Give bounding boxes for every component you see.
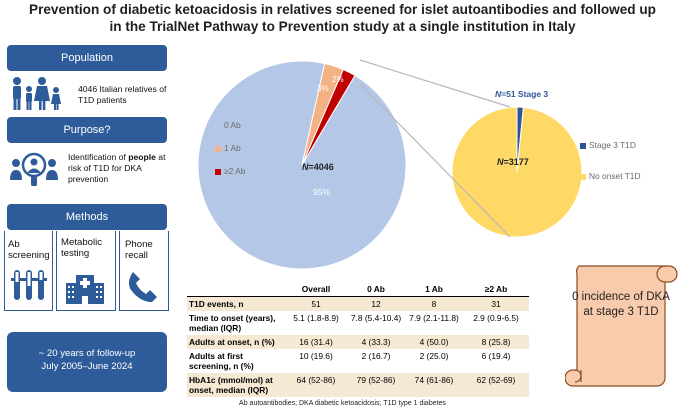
table-header: Overall [285,282,347,297]
row-label: HbA1c (mmol/mol) at onset, median (IQR) [187,373,285,397]
row-label: Time to onset (years), median (IQR) [189,313,276,333]
table-cell: 7.8 (5.4-10.4) [350,313,402,323]
methods-header: Methods [7,204,167,230]
pie2-stage3-value: =51 Stage 3 [501,89,549,99]
connector-line-bottom [359,83,511,238]
table-cell: 7.9 (2.1-11.8) [409,313,459,323]
table-cell: 4 (33.3) [347,335,405,349]
table-cell: 6 (19.4) [481,351,511,361]
legend-label-0ab: 0 Ab [224,120,241,130]
table-cell: 10 (19.6) [299,351,333,361]
legend-label-1ab: 1 Ab [224,143,241,153]
pie1-label-1ab: 3% [317,84,329,93]
table-row: Time to onset (years), median (IQR) 5.1 … [187,311,529,335]
row-label: T1D events, n [187,296,285,311]
legend-swatch-2ab [215,169,221,175]
purpose-text-bold: people [128,152,156,162]
table-cell: 16 (31.4) [285,335,347,349]
table-row: T1D events, n 51 12 8 31 [187,296,529,311]
pie-slice-0ab [197,60,407,270]
scroll-shape [565,265,678,387]
pie1-label-0ab: 95% [313,187,331,197]
table-cell: 64 (52-86) [285,373,347,397]
followup-box: ~ 20 years of follow-up July 2005–June 2… [7,332,167,392]
method-label-metabolic: Metabolic testing [61,237,103,259]
page-title: Prevention of diabetic ketoacidosis in r… [0,1,685,35]
legend-label-stage3: Stage 3 T1D [589,140,636,150]
scroll-text: 0 incidence of DKA at stage 3 T1D [572,291,670,318]
table-cell: 51 [285,296,347,311]
legend-label-2ab: ≥2 Ab [224,166,246,176]
pie2-center-label: N=3177 [497,157,529,167]
table-cell: 5.1 (1.8-8.9) [293,313,339,323]
people-search-icon [10,152,58,186]
pie2-center-value: =3177 [503,157,529,167]
table-cell: 79 (52-86) [347,373,405,397]
title-line-1: Prevention of diabetic ketoacidosis in r… [29,2,656,17]
connector-line-top [359,59,511,108]
test-tubes-icon [11,270,47,300]
purpose-text-b: at risk of T1D for DKA prevention [68,152,166,184]
method-label-screening: Ab screening [8,239,50,261]
legend-label-no-onset: No onset T1D [589,171,641,181]
purpose-header: Purpose? [7,117,167,143]
table-cell: 31 [463,296,529,311]
table-row: HbA1c (mmol/mol) at onset, median (IQR) … [187,373,529,397]
table-header-row: Overall 0 Ab 1 Ab ≥2 Ab [187,282,529,297]
table-cell: 4 (50.0) [405,335,463,349]
pie1-center-label: N=4046 [302,162,334,172]
table-cell: 2.9 (0.9-6.5) [473,313,519,323]
followup-line-2: July 2005–June 2024 [41,361,133,372]
table-cell: 12 [347,296,405,311]
population-text: 4046 Italian relatives of T1D patients [78,84,167,105]
hospital-icon [66,275,104,304]
table-cell: 2 (25.0) [419,351,449,361]
pie2-stage3-label: N=51 Stage 3 [495,89,548,99]
pie-slice-no-onset [451,106,583,238]
table-cell: 62 (52-69) [463,373,529,397]
table-cell: 2 (16.7) [361,351,391,361]
followup-line-1: ~ 20 years of follow-up [38,348,136,359]
pie2-stage3-n: N [495,89,502,99]
table-row: Adults at first screening, n (%) 10 (19.… [187,349,529,373]
table-header: ≥2 Ab [463,282,529,297]
pie-chart-onset [451,106,583,238]
pie1-center-n: N [302,162,309,172]
purpose-text: Identification of people at risk of T1D … [68,152,168,185]
population-header: Population [7,45,167,71]
table-header [187,282,285,297]
pie1-label-2ab: 2% [332,75,344,84]
legend-swatch-stage3 [580,143,586,149]
pie1-center-value: =4046 [308,162,334,172]
purpose-text-a: Identification of [68,152,129,162]
title-line-2: in the TrialNet Pathway to Prevention st… [109,19,576,34]
pie-chart-antibodies [197,60,407,270]
table-cell: 8 [405,296,463,311]
table-header: 1 Ab [405,282,463,297]
pie2-center-n: N [497,157,504,167]
pie-slice-2ab [301,68,356,166]
footer-abbreviations: Ab autoantibodies; DKA diabetic ketoacid… [239,400,446,407]
row-label: Adults at onset, n (%) [187,335,285,349]
table-header: 0 Ab [347,282,405,297]
table-cell: 74 (61-86) [405,373,463,397]
legend-swatch-no-onset [580,174,586,180]
method-label-phone: Phone recall [125,239,153,261]
legend-swatch-1ab [215,146,221,152]
family-icon [13,77,61,110]
phone-icon [128,272,157,302]
table-row: Adults at onset, n (%) 16 (31.4) 4 (33.3… [187,335,529,349]
legend-swatch-0ab [215,123,221,129]
t1d-events-table: Overall 0 Ab 1 Ab ≥2 Ab T1D events, n 51… [187,282,529,397]
row-label: Adults at first screening, n (%) [189,351,254,371]
table-cell: 8 (25.8) [463,335,529,349]
